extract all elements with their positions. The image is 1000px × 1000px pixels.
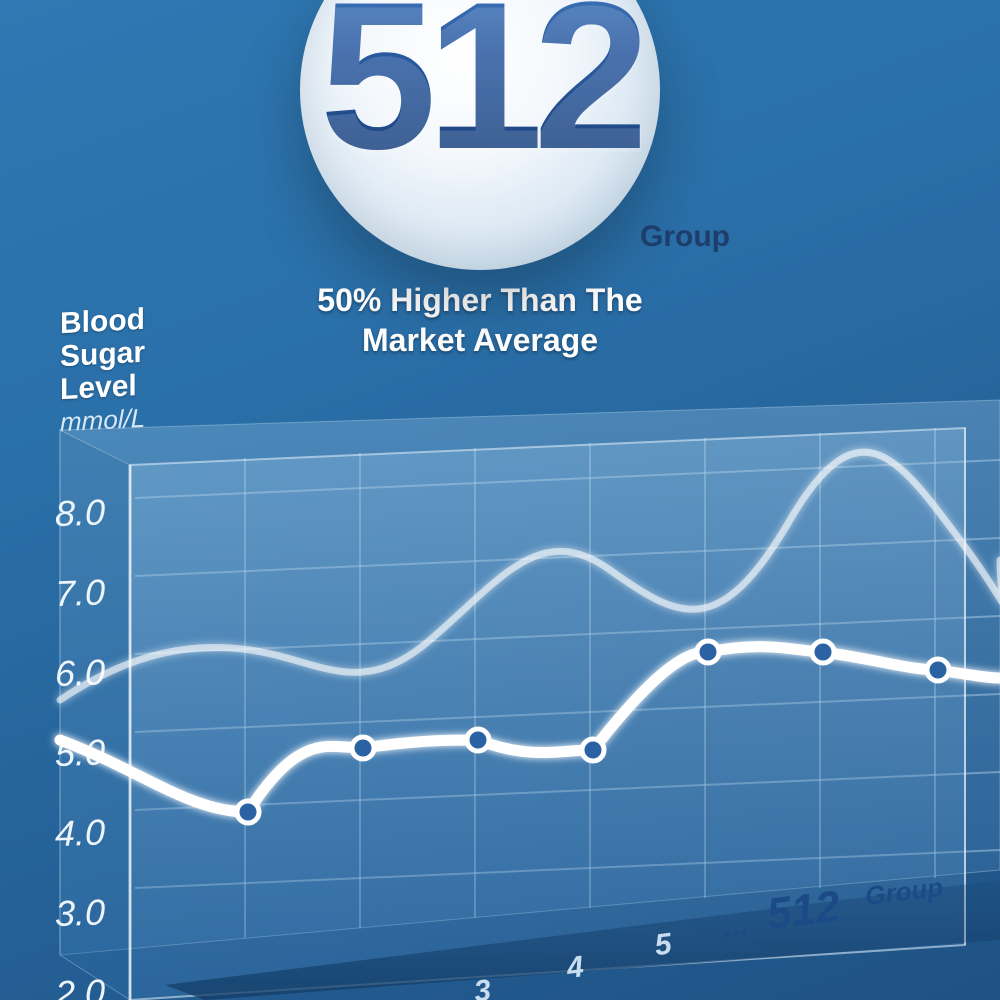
marker-3 [467,729,489,751]
marker-6 [812,641,834,663]
y-tick-6: 2.0 [54,971,105,1000]
y-tick-4: 4.0 [55,811,105,854]
marker-7 [927,659,949,681]
marker-1 [237,801,259,823]
x-tick-5: ... [721,908,750,944]
marker-4 [582,739,604,761]
x-tick-6: 512 [764,882,843,940]
y-tick-1: 7.0 [55,571,105,614]
y-tick-0: 8.0 [55,491,105,534]
marker-2 [352,737,374,759]
chart: 8.0 7.0 6.0 5.0 4.0 3.0 2.0 1 2 3 4 5 ..… [0,0,1000,1000]
y-tick-5: 3.0 [55,891,105,934]
marker-5 [697,641,719,663]
